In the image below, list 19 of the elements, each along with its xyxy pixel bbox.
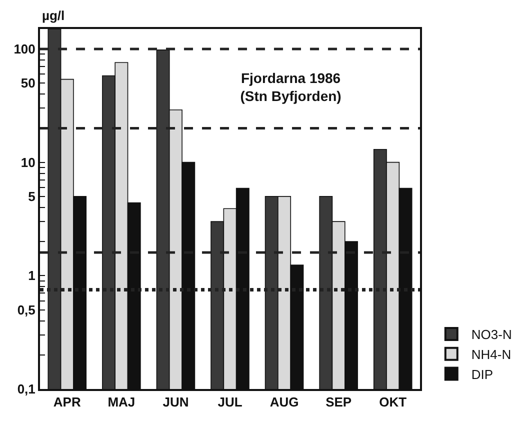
y-tick-label: 100 (14, 42, 36, 57)
x-tick-label: OKT (379, 394, 407, 410)
y-tick-label: 10 (20, 154, 36, 170)
legend-label: NH4-N (471, 346, 512, 362)
x-tick-label: JUN (162, 394, 189, 410)
x-tick-label: APR (53, 394, 82, 410)
y-tick-label: 0,5 (17, 302, 36, 318)
x-tick-label: JUL (218, 394, 242, 410)
legend-label: NO3-N (471, 327, 512, 342)
legend-label: DIP (471, 366, 494, 382)
y-tick-label: 0,1 (17, 382, 36, 397)
y-tick-label: 50 (20, 76, 36, 91)
y-tick-label: 5 (28, 188, 36, 204)
x-tick-label: AUG (270, 394, 299, 410)
text: Fjordarna 1986 (Stn Byfjorden) (240, 70, 342, 104)
y-tick-label: 1 (28, 268, 36, 284)
y-axis-title: µg/l (42, 8, 65, 23)
x-tick-label: MAJ (108, 394, 136, 410)
x-tick-label: SEP (326, 394, 352, 410)
